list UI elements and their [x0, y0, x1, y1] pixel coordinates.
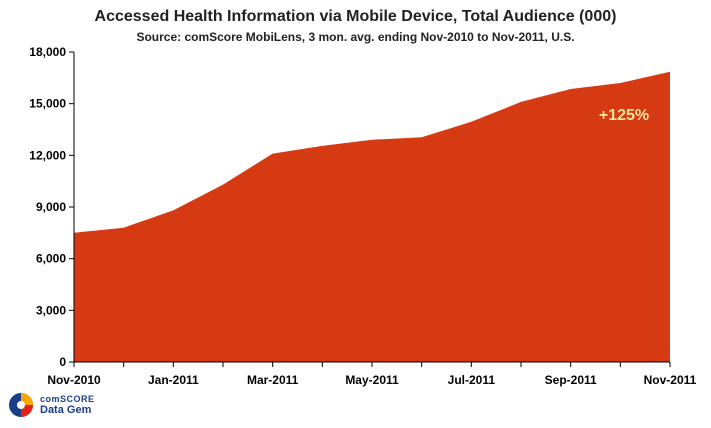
brand-name: comSCORE: [40, 394, 95, 404]
growth-annotation: +125%: [599, 107, 649, 124]
y-tick-label: 6,000: [36, 252, 66, 266]
area-series: [74, 71, 670, 363]
x-tick-label: Jan-2011: [148, 373, 199, 387]
x-tick-label: Jul-2011: [448, 373, 496, 387]
brand: comSCORE Data Gem: [8, 390, 128, 424]
y-tick-label: 18,000: [29, 45, 66, 59]
comscore-logo-icon: [9, 393, 33, 417]
chart-subtitle: Source: comScore MobiLens, 3 mon. avg. e…: [136, 30, 575, 44]
y-tick-label: 0: [59, 355, 66, 369]
y-tick-label: 3,000: [36, 303, 66, 317]
brand-product: Data Gem: [40, 404, 92, 416]
y-tick-label: 15,000: [29, 97, 66, 111]
x-tick-label: Mar-2011: [247, 373, 299, 387]
y-tick-label: 12,000: [29, 148, 66, 162]
chart-title: Accessed Health Information via Mobile D…: [94, 8, 617, 25]
x-tick-label: Nov-2011: [644, 373, 697, 387]
x-tick-label: May-2011: [345, 373, 399, 387]
x-tick-label: Sep-2011: [545, 373, 597, 387]
y-tick-label: 9,000: [36, 200, 66, 214]
x-tick-label: Nov-2010: [47, 373, 101, 387]
